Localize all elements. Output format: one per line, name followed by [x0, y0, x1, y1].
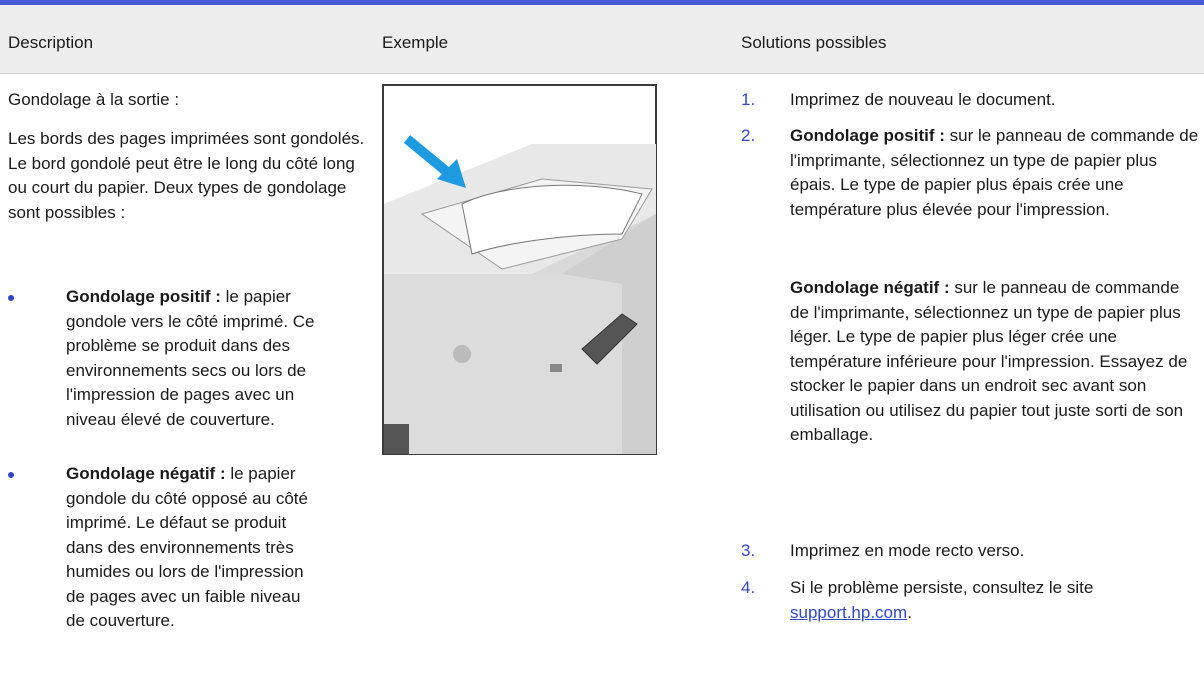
item-number: 2. [741, 126, 756, 145]
header-cell: Solutions possibles [741, 33, 887, 52]
item-number: 1. [741, 90, 756, 109]
bullet: Gondolage positif : le papier gondole ve… [8, 285, 318, 432]
description-intro: Les bords des pages imprimées sont gondo… [8, 129, 365, 222]
term: Gondolage négatif : [790, 278, 950, 297]
text: . [907, 602, 912, 622]
item-number: 3. [741, 541, 756, 560]
text: le papier gondole du côté opposé au côté… [66, 464, 308, 630]
solution-extra: Gondolage négatif : sur le panneau de co… [790, 276, 1202, 448]
text: Si le problème persiste, consultez le si… [790, 578, 1094, 597]
description-title: Gondolage à la sortie : [8, 90, 180, 109]
table-header: Description Exemple Solutions possibles [0, 5, 1204, 74]
solution: Si le problème persiste, consultez le si… [790, 576, 1202, 625]
text: sur le panneau de commande de l'impriman… [790, 278, 1188, 444]
header-cell: Exemple [382, 33, 449, 52]
solution: Gondolage positif : sur le panneau de co… [790, 124, 1202, 222]
header-cell: Description [8, 33, 94, 52]
term: Gondolage positif : [66, 287, 221, 306]
printer-illustration [382, 84, 657, 455]
bullet: Gondolage négatif : le papier gondole du… [8, 462, 318, 634]
top-bar [0, 0, 1204, 5]
solution: Imprimez en mode recto verso. [790, 541, 1025, 560]
link[interactable]: support.hp.com [790, 602, 908, 622]
solution: Imprimez de nouveau le document. [790, 90, 1056, 109]
text: sur le panneau de commande de l'impriman… [790, 126, 1199, 219]
bullet-text: Gondolage positif : le papier gondole ve… [66, 285, 318, 432]
bullet-text: Gondolage négatif : le papier gondole du… [66, 462, 318, 634]
term: Gondolage positif : [790, 126, 945, 145]
text: le papier gondole vers le côté imprimé. … [66, 287, 315, 429]
term: Gondolage négatif : [66, 464, 226, 483]
item-number: 4. [741, 578, 756, 597]
